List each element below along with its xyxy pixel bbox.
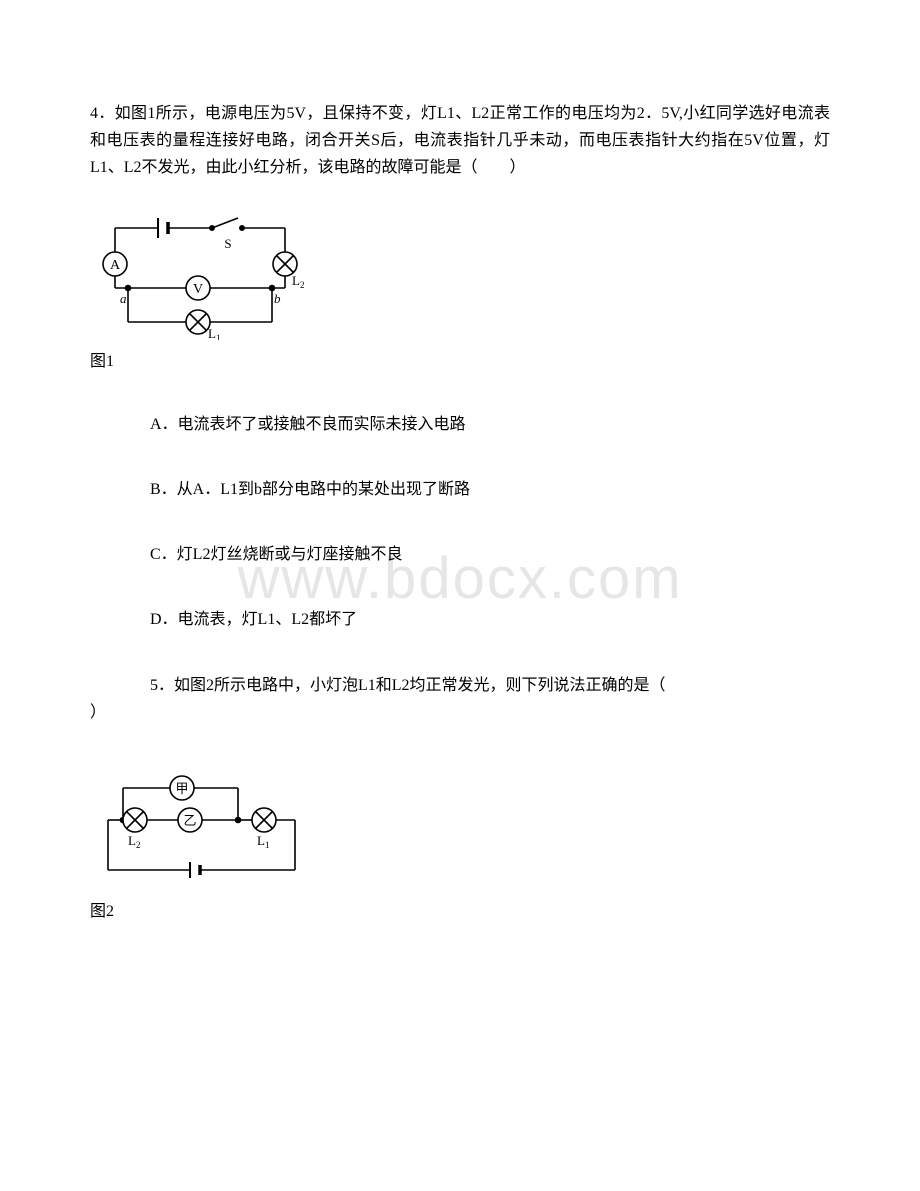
l2-label: L2 xyxy=(292,273,304,290)
q5-stem: 5．如图2所示电路中，小灯泡L1和L2均正常发光，则下列说法正确的是（ xyxy=(150,677,698,694)
q4-option-b: B．从A．L1到b部分电路中的某处出现了断路 xyxy=(150,476,830,503)
q4-stem: 4．如图1所示，电源电压为5V，且保持不变，灯L1、L2正常工作的电压均为2．5… xyxy=(90,100,830,182)
ammeter-label: A xyxy=(110,258,121,273)
switch-label: S xyxy=(224,236,231,251)
q4-option-c: C．灯L2灯丝烧断或与灯座接触不良 xyxy=(150,541,830,568)
node-a-label: a xyxy=(120,291,127,306)
q5-l1-label: L1 xyxy=(257,833,269,850)
q4-option-d: D．电流表，灯L1、L2都坏了 xyxy=(150,606,830,633)
q4-circuit-diagram: A V S L2 L1 a b xyxy=(90,210,830,340)
q4-option-a: A．电流表坏了或接触不良而实际未接入电路 xyxy=(150,411,830,438)
q5-stem-wrap: 5．如图2所示电路中，小灯泡L1和L2均正常发光，则下列说法正确的是（ ） xyxy=(150,672,830,726)
q5-figure-label: 图2 xyxy=(90,898,830,925)
l1-label: L1 xyxy=(208,326,220,340)
q4-figure-label: 图1 xyxy=(90,348,830,375)
node-b-label: b xyxy=(274,291,281,306)
voltmeter-label: V xyxy=(193,282,203,297)
q5-l2-label: L2 xyxy=(128,833,140,850)
q5-paren: ） xyxy=(90,699,830,726)
meter-yi-label: 乙 xyxy=(183,813,196,828)
meter-jia-label: 甲 xyxy=(175,781,188,796)
q5-circuit-diagram: 甲 乙 L2 L1 xyxy=(90,770,830,890)
page-content: 4．如图1所示，电源电压为5V，且保持不变，灯L1、L2正常工作的电压均为2．5… xyxy=(90,100,830,925)
